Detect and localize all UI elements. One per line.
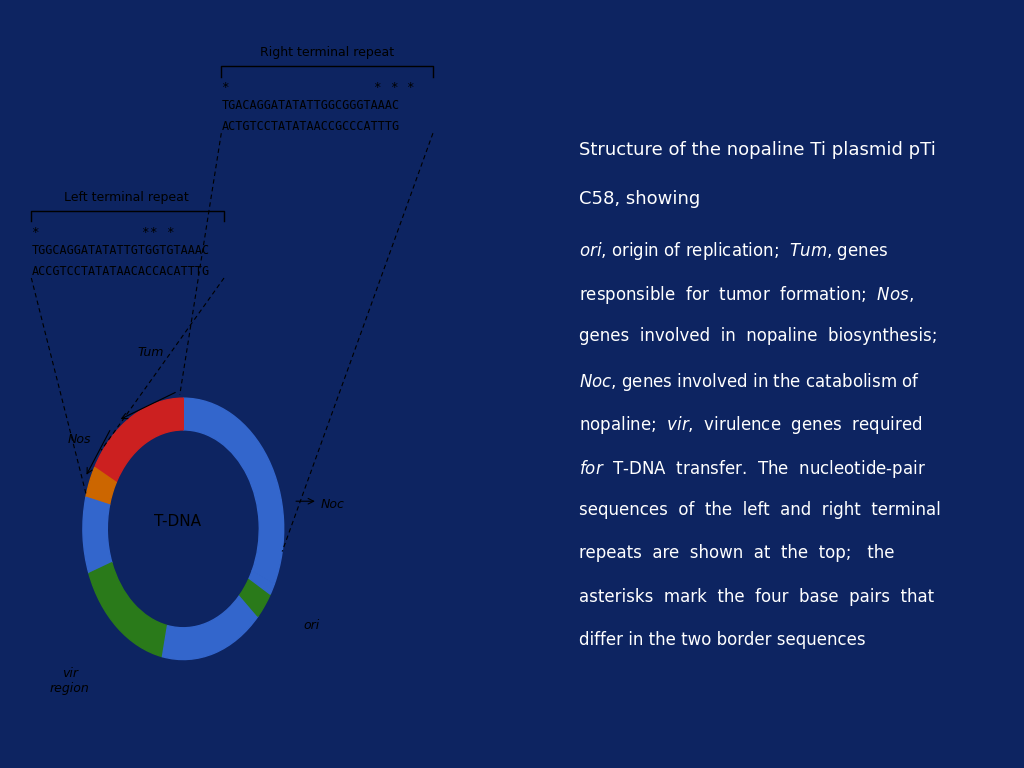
Text: Tum: Tum: [137, 346, 164, 359]
Text: ACTGTCCTATATAACCGCCCATTTG: ACTGTCCTATATAACCGCCCATTTG: [221, 120, 399, 133]
Text: Nos: Nos: [68, 432, 91, 445]
Text: nopaline;  $\it{vir}$,  virulence  genes  required: nopaline; $\it{vir}$, virulence genes re…: [579, 414, 922, 436]
Text: genes  involved  in  nopaline  biosynthesis;: genes involved in nopaline biosynthesis;: [579, 327, 937, 346]
Text: Left terminal repeat: Left terminal repeat: [63, 190, 188, 204]
Text: *: *: [150, 226, 157, 239]
Text: Noc: Noc: [321, 498, 344, 511]
Text: differ in the two border sequences: differ in the two border sequences: [579, 631, 865, 649]
Text: $\it{for}$  T-DNA  transfer.  The  nucleotide-pair: $\it{for}$ T-DNA transfer. The nucleotid…: [579, 458, 926, 479]
Text: *: *: [32, 226, 39, 239]
Text: Right terminal repeat: Right terminal repeat: [260, 46, 394, 59]
Text: $\it{Noc}$, genes involved in the catabolism of: $\it{Noc}$, genes involved in the catabo…: [579, 371, 920, 392]
Wedge shape: [183, 398, 284, 584]
Wedge shape: [249, 571, 274, 594]
Wedge shape: [86, 468, 116, 505]
Text: T-DNA: T-DNA: [155, 515, 202, 529]
Text: $\it{ori}$, origin of replication;  $\it{Tum}$, genes: $\it{ori}$, origin of replication; $\it{…: [579, 240, 888, 263]
Wedge shape: [89, 563, 168, 657]
Wedge shape: [163, 595, 258, 660]
Text: vir
region: vir region: [50, 667, 90, 695]
Text: *: *: [407, 81, 414, 94]
Text: *: *: [221, 81, 228, 94]
Text: responsible  for  tumor  formation;  $\it{Nos}$,: responsible for tumor formation; $\it{No…: [579, 284, 913, 306]
Text: sequences  of  the  left  and  right  terminal: sequences of the left and right terminal: [579, 501, 940, 519]
Text: TGACAGGATATATTGGCGGGTAAAC: TGACAGGATATATTGGCGGGTAAAC: [221, 99, 399, 112]
Wedge shape: [240, 578, 270, 616]
Text: *: *: [389, 81, 397, 94]
Text: TGGCAGGATATATTGTGGTGTAAAC: TGGCAGGATATATTGTGGTGTAAAC: [32, 243, 210, 257]
Text: *: *: [140, 226, 148, 239]
Text: ori: ori: [304, 620, 321, 633]
Text: Structure of the nopaline Ti plasmid pTi: Structure of the nopaline Ti plasmid pTi: [579, 141, 936, 158]
Text: ACCGTCCTATATAACACCACATTTG: ACCGTCCTATATAACACCACATTTG: [32, 265, 210, 278]
Text: *: *: [373, 81, 380, 94]
Text: *: *: [166, 226, 173, 239]
Text: asterisks  mark  the  four  base  pairs  that: asterisks mark the four base pairs that: [579, 588, 934, 606]
Wedge shape: [83, 497, 112, 574]
Text: C58, showing: C58, showing: [579, 190, 699, 208]
Wedge shape: [94, 398, 183, 482]
Text: repeats  are  shown  at  the  top;   the: repeats are shown at the top; the: [579, 545, 894, 562]
